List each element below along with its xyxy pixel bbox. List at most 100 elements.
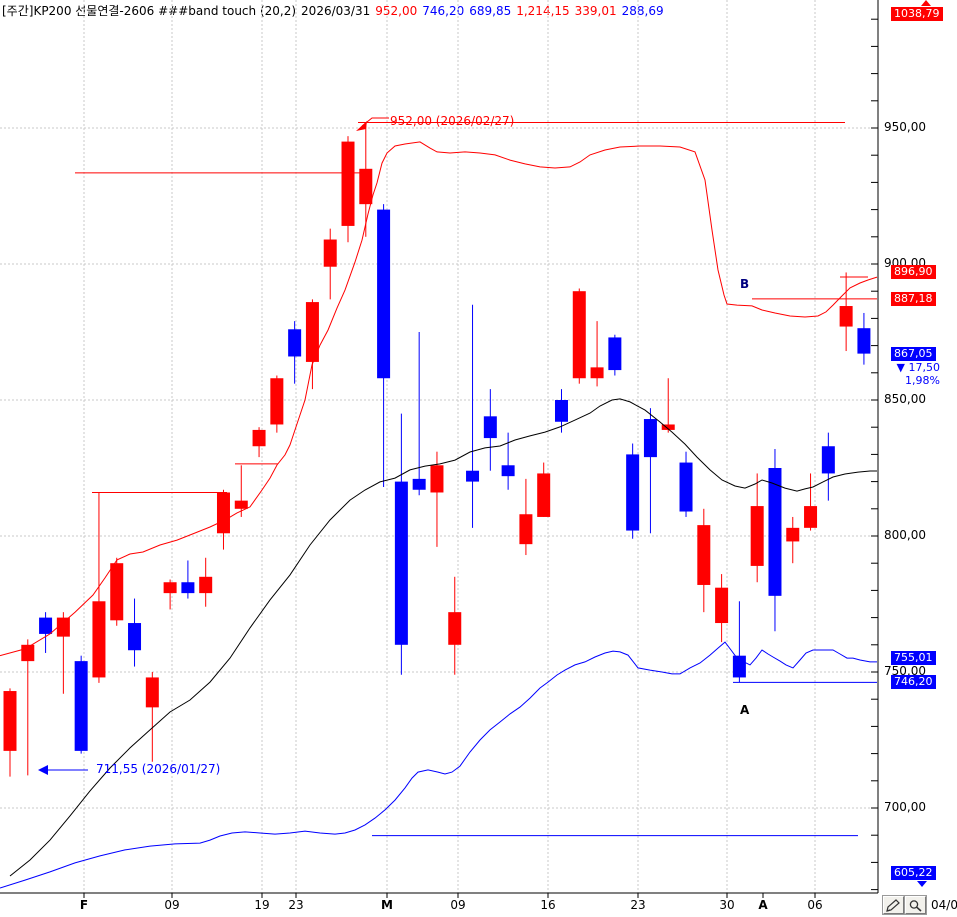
candle-body bbox=[679, 462, 693, 512]
candle-body bbox=[394, 481, 408, 645]
candle-body bbox=[572, 291, 586, 379]
y-axis-label: 850,00 bbox=[884, 392, 926, 406]
candle-body bbox=[270, 378, 284, 425]
candle-body bbox=[305, 302, 319, 362]
candle-body bbox=[252, 429, 266, 447]
axis-end-date-label: 04/09 bbox=[931, 898, 957, 912]
candle-body bbox=[181, 582, 195, 594]
candle-body bbox=[804, 506, 818, 528]
x-axis-label-09: 09 bbox=[450, 898, 466, 912]
candle-body bbox=[110, 563, 124, 621]
upper-band bbox=[0, 141, 878, 657]
candle-body bbox=[56, 617, 70, 637]
candle-body bbox=[821, 446, 835, 474]
candle-body bbox=[3, 691, 17, 751]
candle-body bbox=[92, 601, 106, 678]
candle-body bbox=[750, 506, 764, 566]
x-axis-label-30: 30 bbox=[719, 898, 735, 912]
candle-body bbox=[377, 209, 391, 379]
candle-body bbox=[216, 492, 230, 534]
candle-body bbox=[341, 141, 355, 226]
last-price-badge: 867,05 bbox=[891, 346, 936, 361]
pencil-icon bbox=[886, 898, 900, 912]
label-B: B bbox=[740, 277, 750, 291]
candle-body bbox=[643, 419, 657, 458]
draw-tool-button[interactable] bbox=[883, 896, 904, 914]
y-axis-label: 750,00 bbox=[884, 664, 926, 678]
candle-body bbox=[39, 617, 53, 634]
clamped-high-badge: 1038,79 bbox=[891, 7, 943, 21]
line-b-badge: 887,18 bbox=[891, 291, 936, 306]
x-axis-label-A: A bbox=[758, 898, 768, 912]
candle-body bbox=[448, 612, 462, 645]
lower-band bbox=[0, 641, 877, 889]
low-point-label: 711,55 (2026/01/27) bbox=[96, 762, 221, 776]
candle-body bbox=[412, 478, 426, 490]
label-A: A bbox=[740, 703, 750, 717]
change-delta: ▼ 17,50 bbox=[896, 360, 940, 374]
mid-line bbox=[9, 398, 877, 877]
title-value-4: 339,01 bbox=[574, 4, 617, 18]
candle-body bbox=[715, 587, 729, 624]
title-bar: [주간]KP200 선물연결-2606 ###band touch (20,2)… bbox=[2, 2, 674, 18]
x-axis-label-06: 06 bbox=[807, 898, 823, 912]
change-percent: 1,98% bbox=[905, 373, 940, 387]
candle-body bbox=[590, 367, 604, 379]
title-value-3: 1,214,15 bbox=[516, 4, 570, 18]
y-axis-label: 800,00 bbox=[884, 528, 926, 542]
candle-body bbox=[359, 168, 373, 205]
chart-date: 2026/03/31 bbox=[301, 4, 371, 18]
candle-body bbox=[857, 328, 871, 354]
x-axis-label-19: 19 bbox=[254, 898, 270, 912]
candle-body bbox=[234, 500, 248, 509]
title-value-5: 288,69 bbox=[621, 4, 664, 18]
candle-body bbox=[661, 424, 675, 430]
candle-body bbox=[288, 329, 302, 357]
y-axis-label: 700,00 bbox=[884, 800, 926, 814]
candle-body bbox=[626, 454, 640, 531]
candle-body bbox=[74, 661, 88, 751]
candle-body bbox=[128, 623, 142, 651]
high-point-label: 952,00 (2026/02/27) bbox=[390, 114, 515, 128]
candle-body bbox=[430, 465, 444, 493]
candle-body bbox=[768, 468, 782, 596]
title-value-0: 952,00 bbox=[375, 4, 418, 18]
x-axis-label-23: 23 bbox=[288, 898, 304, 912]
x-axis-label-23: 23 bbox=[630, 898, 646, 912]
candle-body bbox=[199, 576, 213, 594]
candle-body bbox=[483, 416, 497, 439]
y-axis-label: 950,00 bbox=[884, 120, 926, 134]
candle-body bbox=[501, 465, 515, 477]
candle-body bbox=[163, 582, 177, 594]
zoom-tool-button[interactable] bbox=[905, 896, 926, 914]
clamp-down-triangle bbox=[917, 881, 927, 887]
candle-body bbox=[466, 470, 480, 482]
high-arrow-head bbox=[356, 121, 367, 131]
title-values: 952,00 746,20 689,85 1,214,15 339,01 288,69 bbox=[375, 4, 668, 18]
magnifier-icon bbox=[909, 899, 922, 912]
candle-body bbox=[697, 525, 711, 585]
title-value-1: 746,20 bbox=[422, 4, 465, 18]
title-value-2: 689,85 bbox=[469, 4, 512, 18]
candle-body bbox=[554, 400, 568, 422]
candle-body bbox=[608, 337, 622, 371]
candle-body bbox=[145, 677, 159, 708]
low-arrow-head bbox=[38, 765, 48, 775]
candle-body bbox=[537, 473, 551, 517]
clamp-up-triangle bbox=[921, 0, 931, 6]
clamped-low-badge: 605,22 bbox=[891, 866, 936, 880]
x-axis-label-16: 16 bbox=[540, 898, 556, 912]
candle-body bbox=[519, 514, 533, 545]
candle-body bbox=[786, 527, 800, 542]
candle-body bbox=[839, 306, 853, 327]
x-axis-label-09: 09 bbox=[164, 898, 180, 912]
chart-title: [주간]KP200 선물연결-2606 ###band touch (20,2) bbox=[2, 4, 297, 18]
candle-body bbox=[323, 239, 337, 267]
x-axis-label-F: F bbox=[79, 898, 89, 912]
line-a-badge: 746,20 bbox=[891, 675, 936, 690]
x-axis-label-M: M bbox=[381, 898, 393, 912]
band-low-badge: 755,01 bbox=[891, 651, 936, 666]
band-high-badge: 896,90 bbox=[891, 265, 936, 280]
